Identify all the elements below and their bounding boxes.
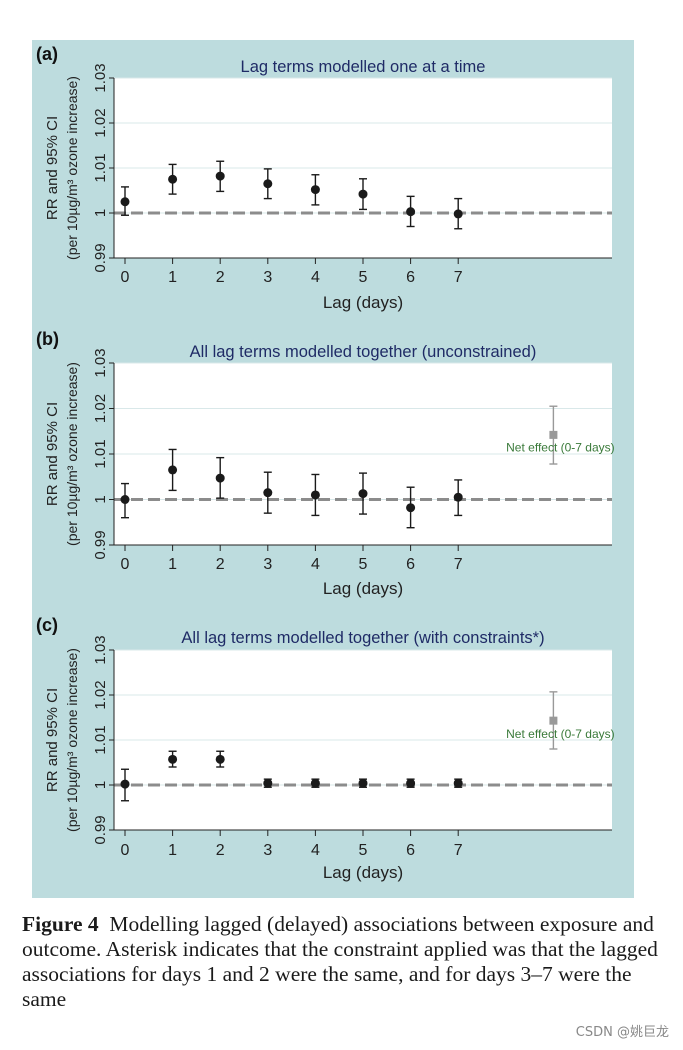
lag-1-marker — [168, 465, 178, 475]
lag-2-marker — [215, 754, 225, 764]
x-tick-label: 3 — [263, 842, 272, 859]
lag-6-marker — [406, 207, 416, 217]
x-axis-label: Lag (days) — [323, 863, 403, 882]
chart-title: Lag terms modelled one at a time — [241, 58, 486, 76]
lag-6-marker — [406, 503, 416, 513]
x-tick-label: 7 — [454, 556, 463, 573]
x-tick-label: 4 — [311, 269, 320, 286]
caption-text: Modelling lagged (delayed) associations … — [22, 912, 658, 1011]
y-axis-label-line2: (per 10µg/m³ ozone increase) — [64, 648, 80, 832]
panel-label: (b) — [36, 329, 59, 349]
lag-5-marker — [358, 189, 368, 199]
lag-4-marker — [310, 490, 320, 500]
x-tick-label: 1 — [168, 842, 177, 859]
y-tick-label: 1.02 — [92, 394, 109, 423]
y-tick-label: 1 — [92, 781, 109, 789]
lag-6-marker — [406, 778, 416, 788]
lag-5-marker — [358, 778, 368, 788]
lag-4-marker — [310, 185, 320, 195]
net-effect-marker — [549, 716, 558, 725]
y-axis-label-line2: (per 10µg/m³ ozone increase) — [64, 76, 80, 260]
x-tick-label: 6 — [406, 842, 415, 859]
y-tick-label: 1 — [92, 495, 109, 503]
y-tick-label: 1.03 — [92, 63, 109, 92]
x-tick-label: 5 — [359, 842, 368, 859]
lag-4-marker — [310, 778, 320, 788]
y-tick-label: 0.99 — [92, 530, 109, 559]
panel-label: (c) — [36, 615, 58, 635]
y-tick-label: 1.01 — [92, 439, 109, 468]
lag-2-marker — [215, 473, 225, 483]
x-tick-label: 5 — [359, 556, 368, 573]
caption-label: Figure 4 — [22, 912, 99, 936]
chart-panel-3: 0.99 1 1.01 1.02 1.03 0 1 2 3 4 5 6 7 Lag (days) RR an… — [36, 615, 615, 882]
net-effect-marker — [549, 430, 558, 439]
y-tick-label: 0.99 — [92, 815, 109, 844]
x-axis-label: Lag (days) — [323, 293, 403, 312]
x-tick-label: 3 — [263, 269, 272, 286]
lag-3-marker — [263, 778, 273, 788]
lag-7-marker — [453, 778, 463, 788]
lag-0-marker — [120, 197, 130, 207]
x-tick-label: 7 — [454, 842, 463, 859]
chart-panel-1: 0.99 1 1.01 1.02 1.03 0 1 2 3 4 5 6 7 Lag (days) RR an… — [36, 44, 612, 312]
y-tick-label: 1.02 — [92, 680, 109, 709]
lag-3-marker — [263, 179, 273, 189]
x-tick-label: 6 — [406, 269, 415, 286]
lag-0-marker — [120, 495, 130, 504]
x-tick-label: 7 — [454, 269, 463, 286]
x-tick-label: 6 — [406, 556, 415, 573]
y-tick-label: 1 — [92, 209, 109, 217]
y-tick-label: 1.02 — [92, 108, 109, 137]
x-tick-label: 2 — [216, 842, 225, 859]
lag-3-marker — [263, 488, 273, 498]
y-tick-label: 0.99 — [92, 243, 109, 272]
lag-7-marker — [453, 209, 463, 219]
y-axis-label-line1: RR and 95% CI — [44, 402, 61, 506]
x-tick-label: 1 — [168, 556, 177, 573]
chart-panel-2: 0.99 1 1.01 1.02 1.03 0 1 2 3 4 5 6 7 Lag (days) RR an… — [36, 329, 615, 598]
x-tick-label: 4 — [311, 842, 320, 859]
x-tick-label: 1 — [168, 269, 177, 286]
lag-5-marker — [358, 489, 368, 499]
lag-1-marker — [168, 174, 178, 184]
x-tick-label: 0 — [121, 842, 130, 859]
y-axis-label-line1: RR and 95% CI — [44, 688, 61, 792]
x-tick-label: 2 — [216, 556, 225, 573]
watermark: CSDN @姚巨龙 — [575, 1025, 669, 1040]
y-tick-label: 1.01 — [92, 725, 109, 754]
y-tick-label: 1.03 — [92, 635, 109, 664]
figure-caption: Figure 4 Modelling lagged (delayed) asso… — [22, 912, 662, 1012]
x-tick-label: 2 — [216, 269, 225, 286]
lag-7-marker — [453, 492, 463, 502]
x-tick-label: 4 — [311, 556, 320, 573]
chart-panels: 0.99 1 1.01 1.02 1.03 0 1 2 3 4 5 6 7 Lag (days) RR an… — [36, 44, 615, 882]
lag-2-marker — [215, 171, 225, 181]
chart-title: All lag terms modelled together (unconst… — [190, 343, 537, 361]
net-effect-label: Net effect (0-7 days) — [506, 727, 615, 741]
x-tick-label: 0 — [121, 556, 130, 573]
lag-0-marker — [120, 779, 130, 789]
panel-label: (a) — [36, 44, 58, 64]
y-tick-label: 1.01 — [92, 153, 109, 182]
y-axis-label-line1: RR and 95% CI — [44, 116, 61, 220]
lag-1-marker — [168, 754, 178, 764]
y-axis-label-line2: (per 10µg/m³ ozone increase) — [64, 362, 80, 546]
x-tick-label: 3 — [263, 556, 272, 573]
chart-title: All lag terms modelled together (with co… — [181, 629, 544, 647]
net-effect-label: Net effect (0-7 days) — [506, 441, 615, 455]
x-tick-label: 5 — [359, 269, 368, 286]
x-axis-label: Lag (days) — [323, 579, 403, 598]
x-tick-label: 0 — [121, 269, 130, 286]
y-tick-label: 1.03 — [92, 348, 109, 377]
